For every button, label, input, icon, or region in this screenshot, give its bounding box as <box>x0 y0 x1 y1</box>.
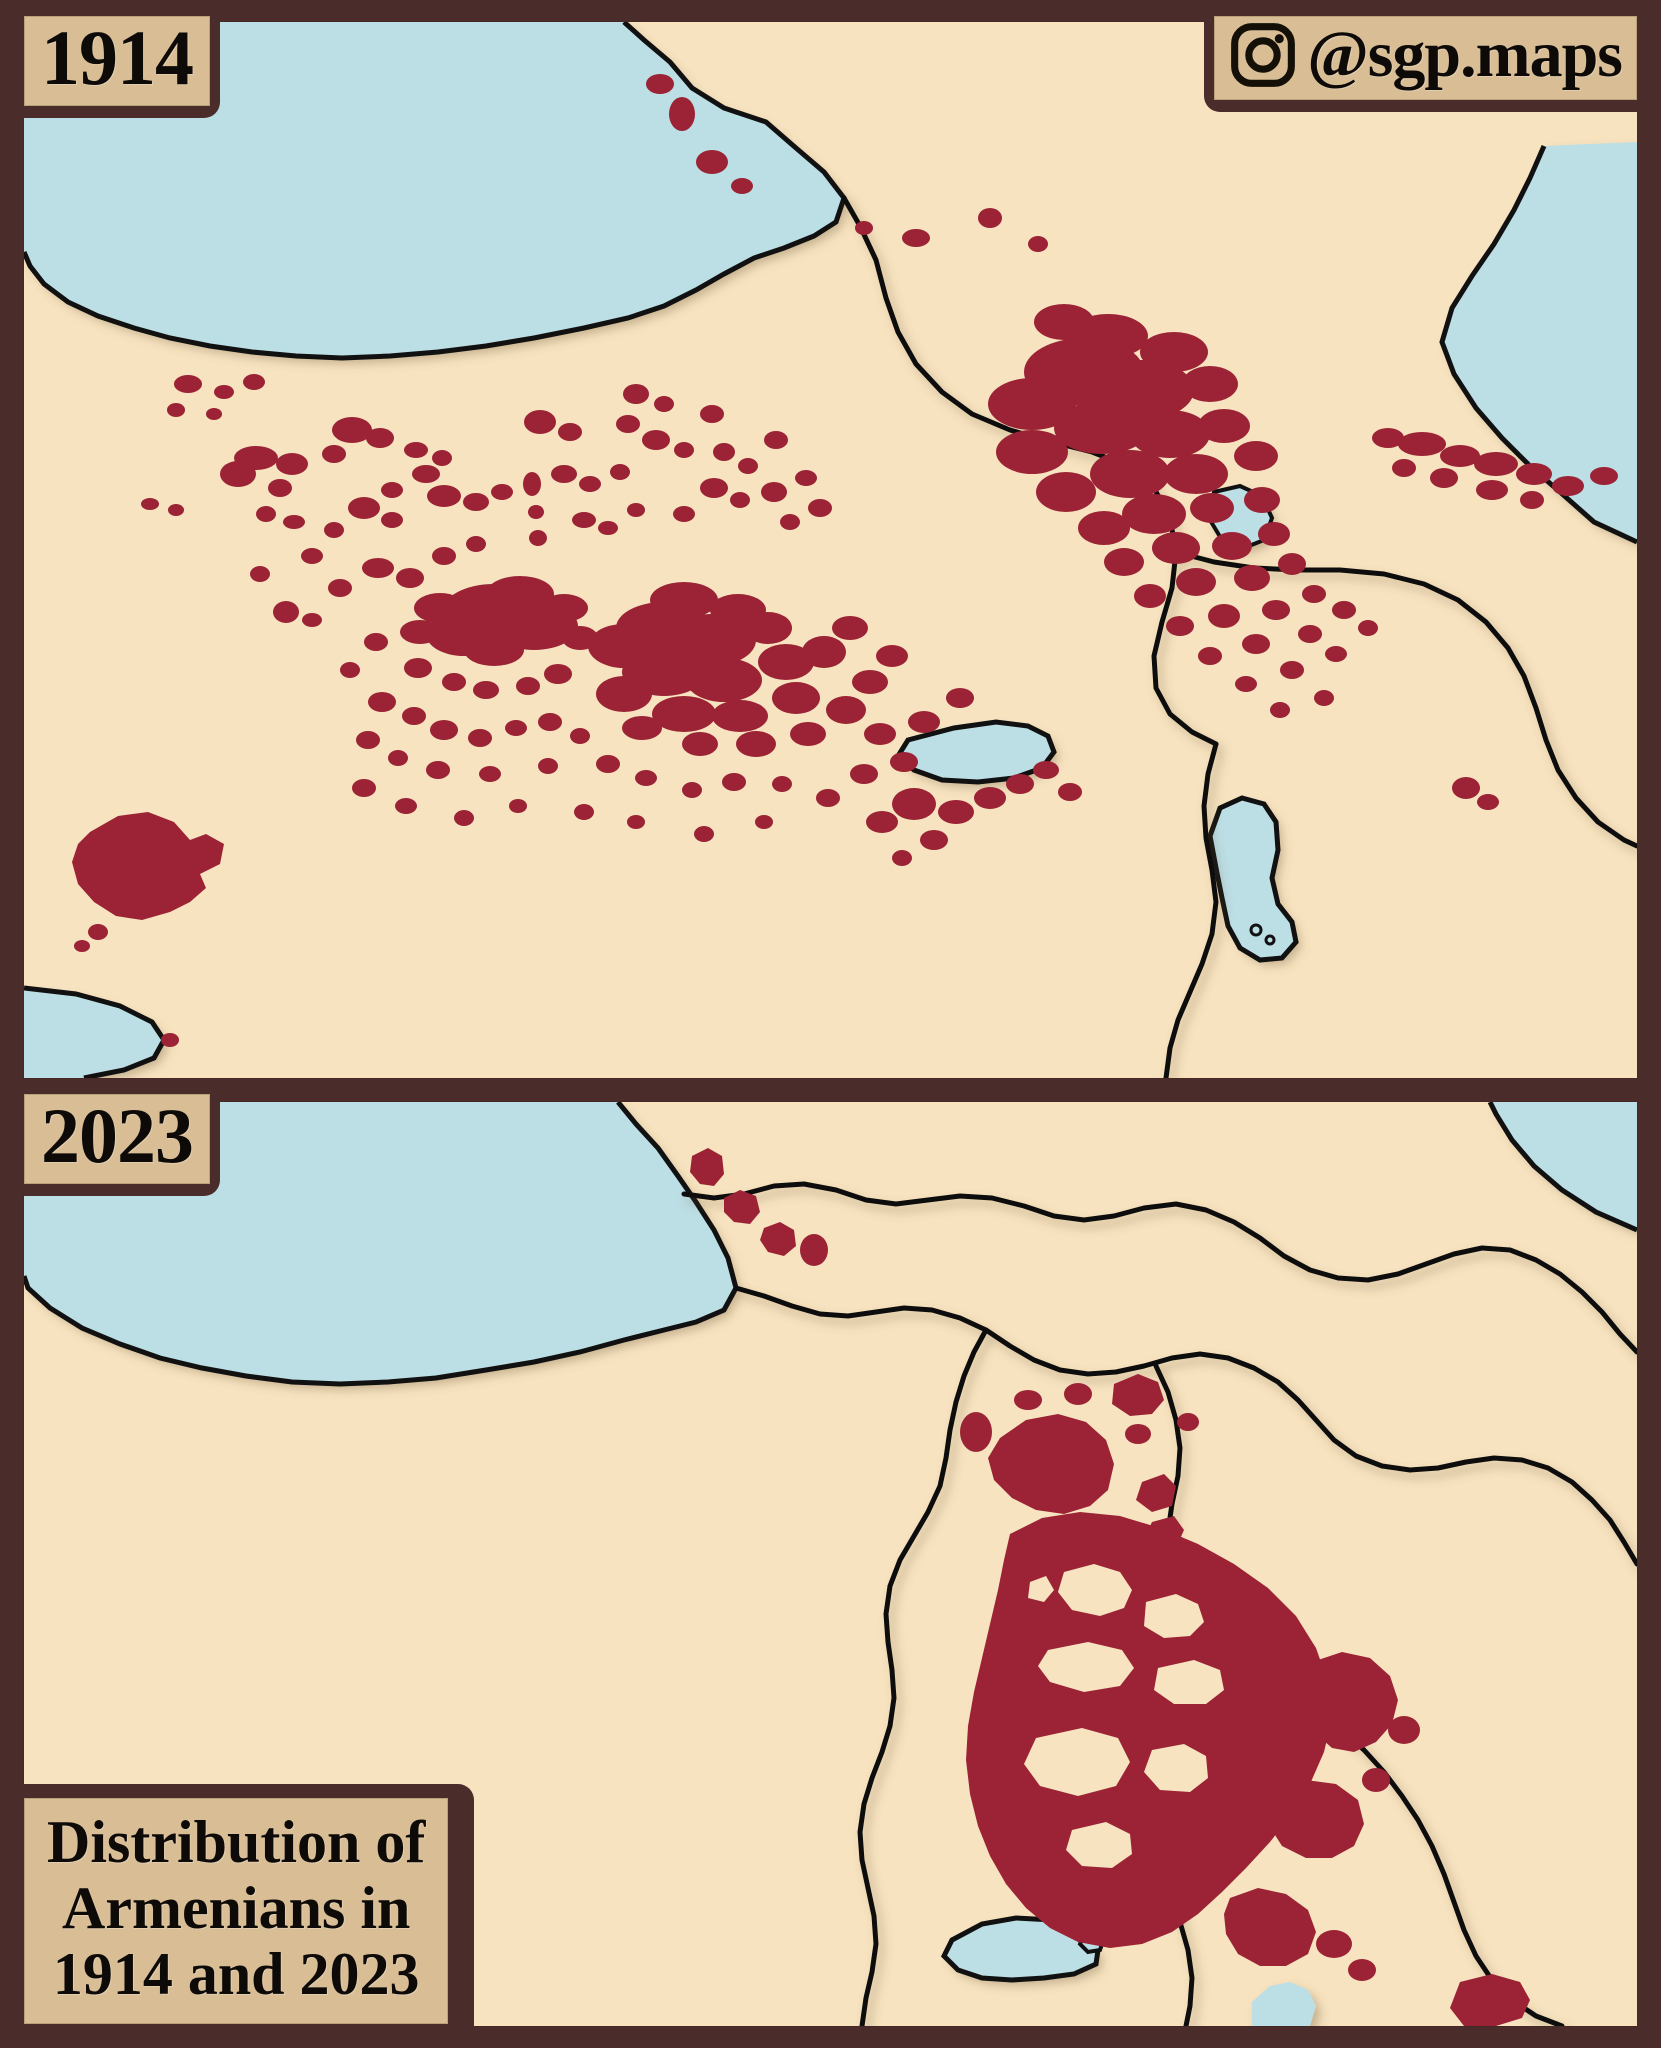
lake-van-1914 <box>898 722 1054 782</box>
instagram-handle: @sgp.maps <box>1307 18 1623 91</box>
caption-line-2: Armenians in <box>62 1875 411 1941</box>
urmia-island-b-1914 <box>1264 934 1276 946</box>
year-label-2023: 2023 <box>41 1092 194 1179</box>
year-badge-1914: 1914 <box>0 0 220 118</box>
caspian-sea-2023 <box>1490 1102 1637 1230</box>
year-label-1914: 1914 <box>41 14 194 101</box>
black-sea-coastline-2023 <box>24 1102 739 1387</box>
caspian-coastline-2023 <box>1487 1102 1637 1233</box>
armenian-population-2023 <box>690 1148 1530 2026</box>
watermark-badge-inner[interactable]: @sgp.maps <box>1214 16 1637 100</box>
mediterranean-coastline <box>24 985 167 1078</box>
armenian-population-1914 <box>72 74 1618 1047</box>
urmia-island-a-1914 <box>1249 923 1263 937</box>
year-badge-1914-inner: 1914 <box>24 16 210 106</box>
lake-urmia-2023 <box>1252 1982 1320 2026</box>
map-panel-1914 <box>24 22 1637 1078</box>
instagram-icon <box>1231 23 1296 87</box>
caption-line-3: 1914 and 2023 <box>52 1941 420 2007</box>
caption-line-1: Distribution of <box>47 1809 426 1875</box>
black-sea-coastline <box>24 22 847 361</box>
caspian-sea <box>1442 142 1637 542</box>
year-badge-2023-inner: 2023 <box>24 1094 210 1184</box>
caption-badge: Distribution of Armenians in 1914 and 20… <box>0 1784 475 2048</box>
watermark-badge[interactable]: @sgp.maps <box>1204 0 1661 112</box>
lake-urmia-1914 <box>1210 798 1296 960</box>
caption-badge-inner: Distribution of Armenians in 1914 and 20… <box>24 1798 449 2024</box>
year-badge-2023: 2023 <box>0 1080 220 1196</box>
black-sea <box>24 22 844 358</box>
lake-urmia-outline-1914 <box>1207 795 1299 963</box>
map-1914-svg <box>24 22 1637 1078</box>
